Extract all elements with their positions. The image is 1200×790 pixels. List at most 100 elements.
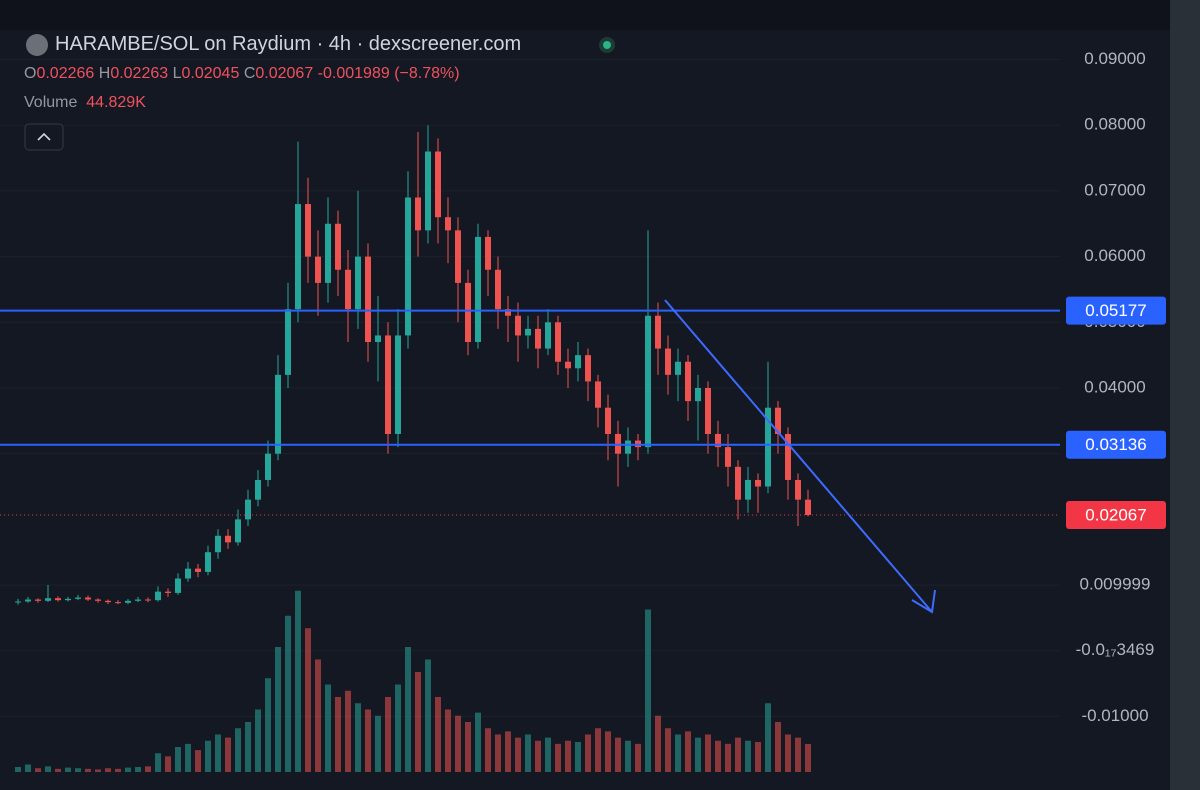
candle-body — [585, 355, 591, 382]
volume-bar — [395, 684, 401, 772]
candle-body — [235, 519, 241, 543]
volume-bar — [45, 766, 51, 772]
high-label: H — [98, 65, 111, 82]
volume-bar — [465, 722, 471, 772]
ohlc-legend: O0.02266 H0.02263 L0.02045 C0.02067 -0.0… — [24, 65, 460, 83]
candle-body — [325, 223, 331, 283]
candle-body — [595, 381, 601, 408]
volume-bar — [775, 722, 781, 772]
y-tick-label: 0.08000 — [1084, 115, 1145, 134]
candle-body — [255, 479, 261, 500]
candle-body — [675, 361, 681, 375]
volume-label: Volume — [24, 94, 78, 111]
candle-body — [775, 407, 781, 434]
candle-body — [375, 335, 381, 343]
volume-bar — [115, 768, 121, 772]
volume-value: 44.829K — [86, 94, 146, 111]
candle-body — [105, 600, 111, 603]
close-value: 0.02067 — [255, 65, 314, 82]
toolbar — [0, 0, 1200, 30]
low-value: 0.02045 — [181, 65, 240, 82]
candle-body — [805, 499, 811, 515]
candle-body — [295, 204, 301, 310]
candle-body — [115, 602, 121, 604]
candle-body — [535, 328, 541, 349]
volume-bar — [475, 712, 481, 772]
volume-bar — [445, 709, 451, 772]
volume-bar — [685, 731, 691, 772]
candle-body — [785, 433, 791, 480]
volume-bar — [355, 703, 361, 772]
volume-legend: Volume 44.829K — [24, 94, 146, 112]
candle-body — [275, 374, 281, 454]
volume-bar — [795, 737, 801, 772]
chart-title: HARAMBE/SOL on Raydium · 4h · dexscreene… — [55, 33, 522, 55]
volume-bar — [65, 767, 71, 772]
volume-bar — [95, 769, 101, 772]
change-value: -0.001989 — [317, 65, 390, 82]
volume-bar — [455, 715, 461, 772]
collapse-button[interactable] — [24, 123, 64, 151]
candle-body — [505, 309, 511, 316]
candle-body — [285, 309, 291, 375]
level-label: 0.05177 — [1085, 301, 1146, 320]
volume-bar — [805, 743, 811, 772]
volume-bar — [565, 740, 571, 772]
volume-bar — [305, 628, 311, 772]
change-percent: (−8.78%) — [394, 65, 460, 82]
candle-body — [15, 601, 21, 603]
volume-bar — [225, 737, 231, 772]
candle-body — [145, 599, 151, 601]
candle-body — [305, 204, 311, 257]
volume-bar — [645, 609, 651, 772]
candle-body — [605, 407, 611, 434]
last-price-badge — [1066, 500, 1166, 529]
candle-body — [185, 568, 191, 579]
candle-body — [415, 197, 421, 231]
candle-body — [545, 322, 551, 349]
volume-bar — [515, 737, 521, 772]
volume-bar — [25, 764, 31, 772]
candle-body — [465, 282, 471, 343]
candle-body — [395, 335, 401, 434]
candle-body — [515, 315, 521, 336]
candle-body — [265, 453, 271, 480]
volume-bar — [375, 715, 381, 772]
candle-body — [795, 479, 801, 500]
window-edge — [1170, 0, 1200, 790]
volume-bar — [555, 743, 561, 772]
volume-bar — [325, 684, 331, 772]
volume-bar — [745, 740, 751, 772]
level-label: 0.03136 — [1085, 435, 1146, 454]
volume-bar — [425, 659, 431, 772]
candle-body — [665, 348, 671, 375]
candle-body — [705, 387, 711, 434]
volume-bar — [195, 750, 201, 772]
volume-bar — [385, 697, 391, 772]
open-label: O — [24, 65, 37, 82]
y-tick-label: 0.06000 — [1084, 246, 1145, 265]
level-badge — [1066, 430, 1166, 459]
volume-bar — [175, 747, 181, 772]
volume-bar — [725, 743, 731, 772]
volume-bar — [525, 734, 531, 772]
volume-bar — [705, 734, 711, 772]
candle-body — [335, 223, 341, 270]
candle-body — [205, 552, 211, 572]
y-tick-label: 0.07000 — [1084, 180, 1145, 199]
volume-bar — [595, 728, 601, 772]
candle-body — [245, 499, 251, 520]
volume-bar — [265, 678, 271, 772]
volume-bar — [635, 743, 641, 772]
candle-body — [405, 197, 411, 336]
candle-body — [75, 597, 81, 599]
volume-bar — [735, 737, 741, 772]
candle-body — [355, 256, 361, 310]
volume-bar — [715, 740, 721, 772]
y-tick-label: 0.09000 — [1084, 49, 1145, 68]
volume-bar — [135, 767, 141, 772]
candle-body — [745, 479, 751, 500]
candle-body — [735, 466, 741, 500]
